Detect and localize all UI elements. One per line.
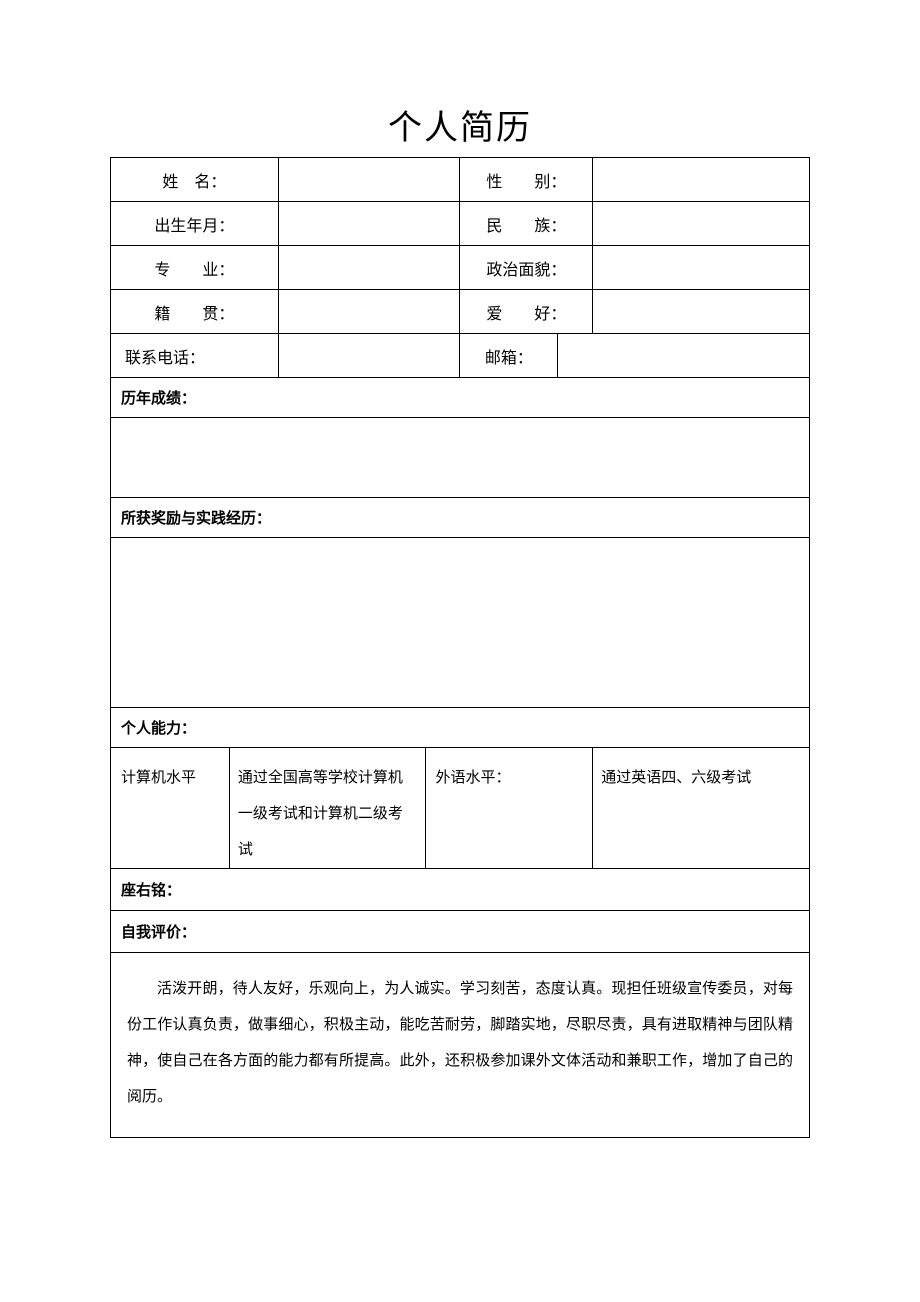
self-eval-content: 活泼开朗，待人友好，乐观向上，为人诚实。学习刻苦，态度认真。现担任班级宣传委员，… — [111, 953, 810, 1138]
document-title: 个人简历 — [110, 100, 810, 149]
row-birth-ethnicity: 出生年月： 民 族： — [111, 202, 810, 246]
gender-label: 性 别： — [460, 158, 593, 202]
row-origin-hobby: 籍 贯： 爱 好： — [111, 290, 810, 334]
grades-content[interactable] — [111, 418, 810, 498]
awards-content[interactable] — [111, 538, 810, 708]
phone-value[interactable] — [278, 334, 460, 378]
hobby-label: 爱 好： — [460, 290, 593, 334]
origin-value[interactable] — [278, 290, 460, 334]
computer-value: 通过全国高等学校计算机一级考试和计算机二级考试 — [229, 748, 425, 869]
birth-value[interactable] — [278, 202, 460, 246]
major-label: 专 业： — [111, 246, 279, 290]
foreign-lang-label: 外语水平： — [425, 748, 593, 869]
gender-value[interactable] — [593, 158, 810, 202]
self-eval-label: 自我评价： — [111, 911, 810, 953]
political-label: 政治面貌： — [460, 246, 593, 290]
ethnicity-value[interactable] — [593, 202, 810, 246]
row-name-gender: 姓 名： 性 别： — [111, 158, 810, 202]
row-self-eval-header: 自我评价： — [111, 911, 810, 953]
row-self-eval-body: 活泼开朗，待人友好，乐观向上，为人诚实。学习刻苦，态度认真。现担任班级宣传委员，… — [111, 953, 810, 1138]
foreign-lang-value: 通过英语四、六级考试 — [593, 748, 810, 869]
email-label: 邮箱： — [460, 334, 558, 378]
row-skills: 计算机水平 通过全国高等学校计算机一级考试和计算机二级考试 外语水平： 通过英语… — [111, 748, 810, 869]
political-value[interactable] — [593, 246, 810, 290]
origin-label: 籍 贯： — [111, 290, 279, 334]
row-grades-body — [111, 418, 810, 498]
self-eval-text: 活泼开朗，待人友好，乐观向上，为人诚实。学习刻苦，态度认真。现担任班级宣传委员，… — [127, 971, 793, 1115]
major-value[interactable] — [278, 246, 460, 290]
row-major-political: 专 业： 政治面貌： — [111, 246, 810, 290]
email-value[interactable] — [558, 334, 810, 378]
computer-label: 计算机水平 — [111, 748, 230, 869]
resume-table: 姓 名： 性 别： 出生年月： 民 族： 专 业： 政治面貌： 籍 贯： 爱 好… — [110, 157, 810, 1138]
awards-label: 所获奖励与实践经历： — [111, 498, 810, 538]
row-ability-header: 个人能力： — [111, 708, 810, 748]
row-grades-header: 历年成绩： — [111, 378, 810, 418]
name-value[interactable] — [278, 158, 460, 202]
row-phone-email: 联系电话： 邮箱： — [111, 334, 810, 378]
grades-label: 历年成绩： — [111, 378, 810, 418]
motto-label: 座右铭： — [111, 869, 810, 911]
name-label: 姓 名： — [111, 158, 279, 202]
row-awards-header: 所获奖励与实践经历： — [111, 498, 810, 538]
ethnicity-label: 民 族： — [460, 202, 593, 246]
birth-label: 出生年月： — [111, 202, 279, 246]
hobby-value[interactable] — [593, 290, 810, 334]
row-motto: 座右铭： — [111, 869, 810, 911]
ability-label: 个人能力： — [111, 708, 810, 748]
phone-label: 联系电话： — [111, 334, 279, 378]
row-awards-body — [111, 538, 810, 708]
